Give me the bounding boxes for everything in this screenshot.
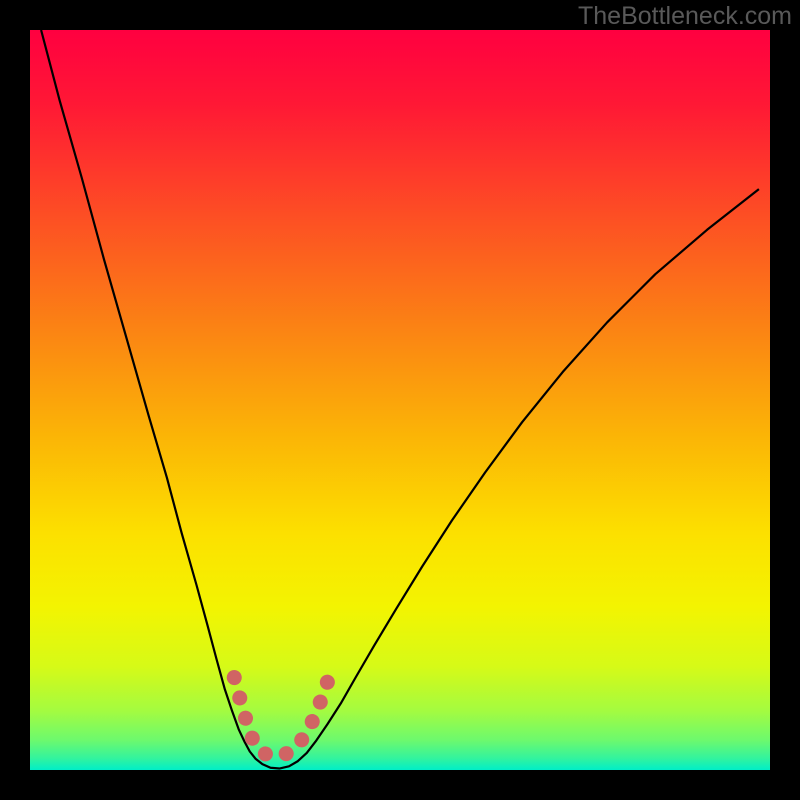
bottleneck-chart	[0, 0, 800, 800]
watermark-text: TheBottleneck.com	[578, 2, 792, 31]
plot-background	[30, 30, 770, 770]
chart-container: TheBottleneck.com	[0, 0, 800, 800]
